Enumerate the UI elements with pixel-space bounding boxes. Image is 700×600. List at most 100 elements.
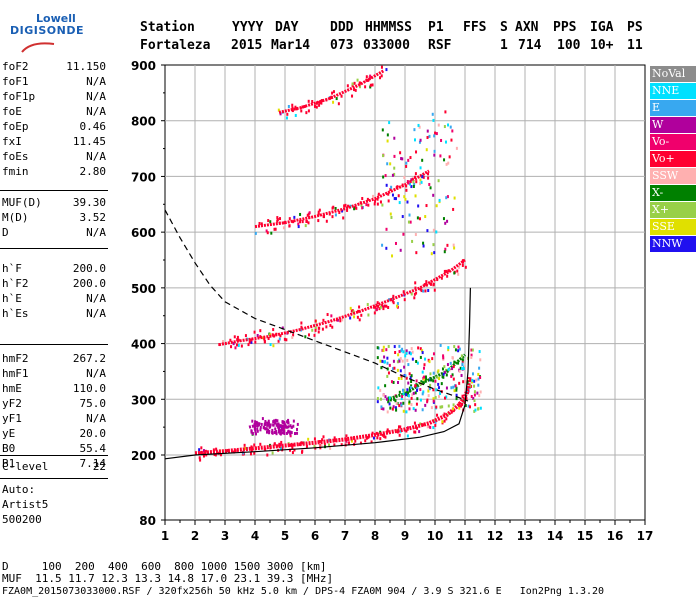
echo-point <box>318 100 321 104</box>
param-row-group4-0: hmF2 267.2 <box>2 352 106 366</box>
spread-echo-point <box>471 372 474 376</box>
echo-point <box>413 430 416 434</box>
spread-echo-point <box>427 386 430 390</box>
spread-echo-point <box>478 366 481 370</box>
echo-point <box>433 288 436 292</box>
spread-echo-point <box>450 386 453 390</box>
spread-echo-point <box>437 382 440 386</box>
spread-echo-point <box>379 397 382 401</box>
echo-point <box>297 222 300 226</box>
echo-point <box>391 299 394 303</box>
echo-point <box>367 203 370 207</box>
echo-point <box>449 361 452 365</box>
param-row-group1-7: fmin 2.80 <box>2 165 106 179</box>
es-echo-point <box>286 420 289 424</box>
spread-echo-point <box>437 123 440 127</box>
echo-point <box>406 434 409 438</box>
header-label-0: Station <box>140 20 195 35</box>
param-name: B1 <box>2 457 16 470</box>
spread-echo-point <box>385 227 388 231</box>
spread-echo-point <box>457 349 460 353</box>
spread-echo-point <box>433 251 436 255</box>
spread-echo-point <box>458 347 461 351</box>
spread-echo-point <box>381 359 384 363</box>
echo-point <box>405 188 408 192</box>
echo-point <box>358 305 361 309</box>
spread-echo-point <box>386 133 389 137</box>
echo-point <box>378 307 381 311</box>
echo-point <box>280 440 283 444</box>
echo-point <box>283 221 286 225</box>
echo-point <box>387 199 390 203</box>
spread-echo-point <box>404 354 407 358</box>
echo-point <box>317 210 320 214</box>
spread-echo-point <box>389 406 392 410</box>
es-echo-point <box>272 423 275 427</box>
es-echo-point <box>264 422 267 426</box>
echo-point <box>398 425 401 429</box>
echo-point <box>264 448 267 452</box>
param-name: foEs <box>2 150 29 163</box>
spread-echo-point <box>450 374 453 378</box>
echo-point <box>419 287 422 291</box>
echo-point <box>461 263 464 267</box>
spread-echo-point <box>407 220 410 224</box>
es-echo-point <box>273 419 276 423</box>
es-echo-point <box>256 424 259 428</box>
echo-point <box>331 91 334 95</box>
echo-point <box>418 430 421 434</box>
echo-point <box>440 276 443 280</box>
echo-point <box>263 340 266 344</box>
spread-echo-point <box>386 397 389 401</box>
spread-echo-point <box>440 382 443 386</box>
spread-echo-point <box>451 367 454 371</box>
spread-echo-point <box>392 405 395 409</box>
echo-point <box>423 283 426 287</box>
echo-point <box>349 316 352 320</box>
echo-point <box>332 205 335 209</box>
spread-echo-point <box>408 213 411 217</box>
echo-point <box>451 373 454 377</box>
spread-echo-point <box>409 220 412 224</box>
param-value: 20.0 <box>79 427 107 440</box>
echo-point <box>276 419 279 423</box>
echo-point <box>398 433 401 437</box>
param-name: yE <box>2 427 16 440</box>
param-row-group1-4: foEp 0.46 <box>2 120 106 134</box>
es-echo-point <box>258 422 261 426</box>
es-echo-point <box>296 427 299 431</box>
echo-point <box>274 227 277 231</box>
spread-echo-point <box>446 195 449 199</box>
spread-echo-point <box>447 348 450 352</box>
spread-echo-point <box>432 388 435 392</box>
spread-echo-point <box>435 132 438 136</box>
echo-point <box>230 345 233 349</box>
legend-item-vo: Vo- <box>650 134 696 150</box>
spread-echo-point <box>401 395 404 399</box>
spread-echo-point <box>419 182 422 186</box>
es-echo-point <box>277 422 280 426</box>
echo-point <box>387 192 390 196</box>
echo-point <box>437 369 440 373</box>
echo-point <box>311 328 314 332</box>
echo-point <box>379 305 382 309</box>
spread-echo-point <box>382 345 385 349</box>
echo-point <box>411 393 414 397</box>
spread-echo-point <box>447 367 450 371</box>
echo-point <box>301 220 304 224</box>
spread-echo-point <box>397 381 400 385</box>
echo-point <box>234 346 237 350</box>
spread-echo-point <box>392 359 395 363</box>
echo-point <box>278 337 281 341</box>
echo-point <box>405 429 408 433</box>
spread-echo-point <box>432 371 435 375</box>
spread-echo-point <box>444 370 447 374</box>
es-echo-point <box>265 427 268 431</box>
echo-point <box>318 103 321 107</box>
legend-item-w: W <box>650 117 696 133</box>
echo-point <box>250 340 253 344</box>
es-echo-point <box>274 421 277 425</box>
spread-echo-point <box>458 369 461 373</box>
echo-point <box>334 213 337 217</box>
echo-point <box>315 101 318 105</box>
